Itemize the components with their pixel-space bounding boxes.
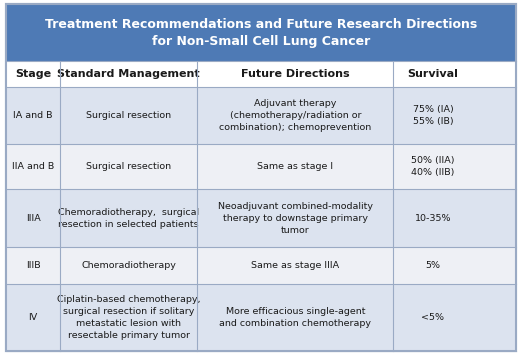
- Text: 75% (IA)
55% (IB): 75% (IA) 55% (IB): [412, 105, 453, 126]
- Bar: [6, 190, 516, 247]
- Text: IIA and B: IIA and B: [12, 162, 54, 171]
- Text: Surgical resection: Surgical resection: [86, 162, 171, 171]
- Text: Treatment Recommendations and Future Research Directions
for Non-Small Cell Lung: Treatment Recommendations and Future Res…: [45, 18, 477, 48]
- Bar: [6, 247, 516, 284]
- Text: <5%: <5%: [421, 313, 444, 322]
- Text: 5%: 5%: [425, 261, 441, 271]
- Text: Neoadjuvant combined-modality
therapy to downstage primary
tumor: Neoadjuvant combined-modality therapy to…: [218, 202, 373, 235]
- Text: Same as stage IIIA: Same as stage IIIA: [251, 261, 339, 271]
- Text: More efficacious single-agent
and combination chemotherapy: More efficacious single-agent and combin…: [219, 307, 371, 328]
- Text: IIIA: IIIA: [26, 214, 40, 223]
- Text: Stage: Stage: [15, 70, 51, 80]
- Text: Standard Management: Standard Management: [57, 70, 200, 80]
- Bar: [6, 284, 516, 351]
- Text: Adjuvant therapy
(chemotherapy/radiation or
combination); chemoprevention: Adjuvant therapy (chemotherapy/radiation…: [219, 99, 372, 132]
- Text: Chemoradiotherapy,  surgical
resection in selected patients: Chemoradiotherapy, surgical resection in…: [58, 208, 199, 229]
- Text: IV: IV: [28, 313, 38, 322]
- Text: Ciplatin-based chemotherapy,
surgical resection if solitary
metastatic lesion wi: Ciplatin-based chemotherapy, surgical re…: [57, 295, 200, 340]
- Text: IA and B: IA and B: [13, 111, 53, 120]
- Text: Surgical resection: Surgical resection: [86, 111, 171, 120]
- Bar: [6, 144, 516, 190]
- Text: 10-35%: 10-35%: [414, 214, 451, 223]
- Bar: [6, 61, 516, 87]
- Text: IIIB: IIIB: [26, 261, 40, 271]
- Bar: [6, 4, 516, 61]
- Text: Survival: Survival: [408, 70, 458, 80]
- Text: Future Directions: Future Directions: [241, 70, 350, 80]
- Bar: [6, 87, 516, 144]
- Text: Same as stage I: Same as stage I: [257, 162, 334, 171]
- Text: Chemoradiotherapy: Chemoradiotherapy: [81, 261, 176, 271]
- Text: 50% (IIA)
40% (IIB): 50% (IIA) 40% (IIB): [411, 157, 455, 177]
